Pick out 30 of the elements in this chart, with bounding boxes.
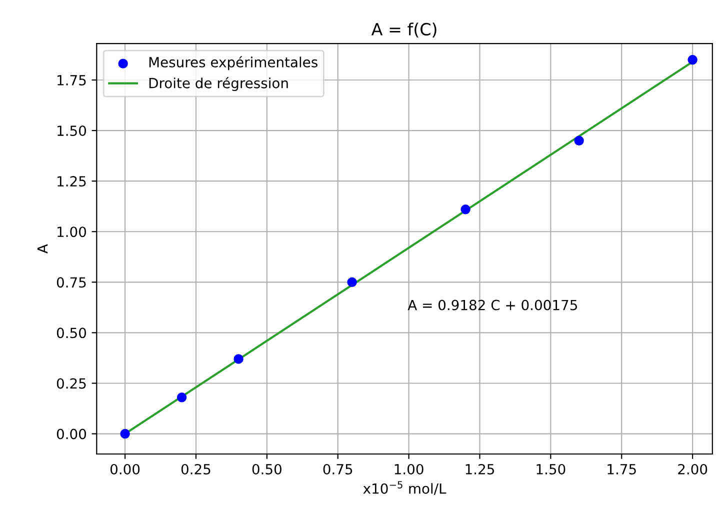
- y-tick-label: 1.50: [58, 126, 86, 136]
- x-tick-label: 1.50: [536, 464, 566, 474]
- y-tick-label: 1.75: [58, 75, 86, 86]
- point: [234, 354, 244, 364]
- x-tick-label: 0.50: [252, 464, 282, 474]
- y-tick-label: 0.00: [56, 428, 86, 440]
- x-tick-label: 0.25: [181, 464, 210, 474]
- y-tick-label: 0.25: [56, 378, 86, 389]
- y-tick-label: 0.75: [56, 277, 86, 288]
- point: [460, 204, 470, 214]
- y-tick-label: 0.50: [56, 328, 86, 338]
- point: [574, 136, 584, 146]
- x-tick-label: 0.75: [323, 464, 352, 474]
- point: [120, 428, 130, 439]
- x-tick-label: 1.00: [394, 464, 424, 474]
- y-tick-label: 1.25: [58, 176, 86, 187]
- point: [688, 54, 698, 65]
- x-tick-label: 1.75: [608, 464, 636, 474]
- annotation: A = 0.9182 C + 0.00175: [408, 300, 577, 310]
- x-tick-label: 2.00: [678, 464, 708, 474]
- point: [347, 277, 357, 288]
- y-tick-label: 1.00: [58, 226, 86, 238]
- legend-label: Droite de régression: [149, 77, 288, 92]
- y-axis-title: A: [37, 244, 48, 254]
- x-tick-label: 0.00: [110, 464, 140, 474]
- legend-label: Mesures expérimentales: [149, 56, 318, 70]
- x-tick-label: 1.25: [466, 464, 494, 474]
- point: [176, 392, 187, 402]
- chart-title: A = f(C): [371, 22, 436, 38]
- x-axis-title: x10$^{−5}$ mol/L: [363, 481, 446, 495]
